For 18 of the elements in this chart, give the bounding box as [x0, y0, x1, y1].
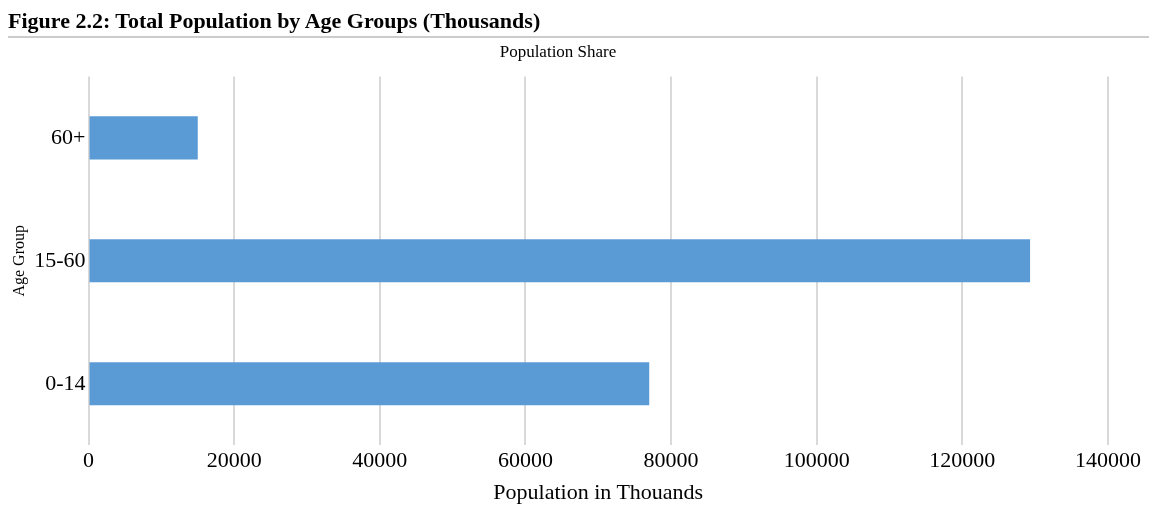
x-tick-label: 120000 — [929, 447, 996, 473]
x-axis-title: Population in Thouands — [493, 478, 704, 504]
x-tick-label: 0 — [83, 447, 95, 473]
bar — [89, 362, 650, 406]
y-axis-title: Age Group — [9, 225, 28, 297]
bar — [89, 116, 198, 160]
x-tick-label: 80000 — [643, 447, 699, 473]
x-tick-label: 20000 — [206, 447, 262, 473]
x-tick-label: 40000 — [352, 447, 408, 473]
bar — [89, 239, 1031, 283]
y-tick-label: 60+ — [51, 123, 86, 149]
x-tick-label: 60000 — [497, 447, 553, 473]
chart-subtitle: Population Share — [499, 41, 617, 61]
x-tick-label: 140000 — [1075, 447, 1141, 473]
y-tick-label: 15-60 — [34, 246, 86, 272]
x-tick-label: 100000 — [783, 447, 850, 473]
y-tick-label: 0-14 — [45, 369, 86, 395]
chart-title: Figure 2.2: Total Population by Age Groups (Thousands) — [8, 8, 1149, 38]
